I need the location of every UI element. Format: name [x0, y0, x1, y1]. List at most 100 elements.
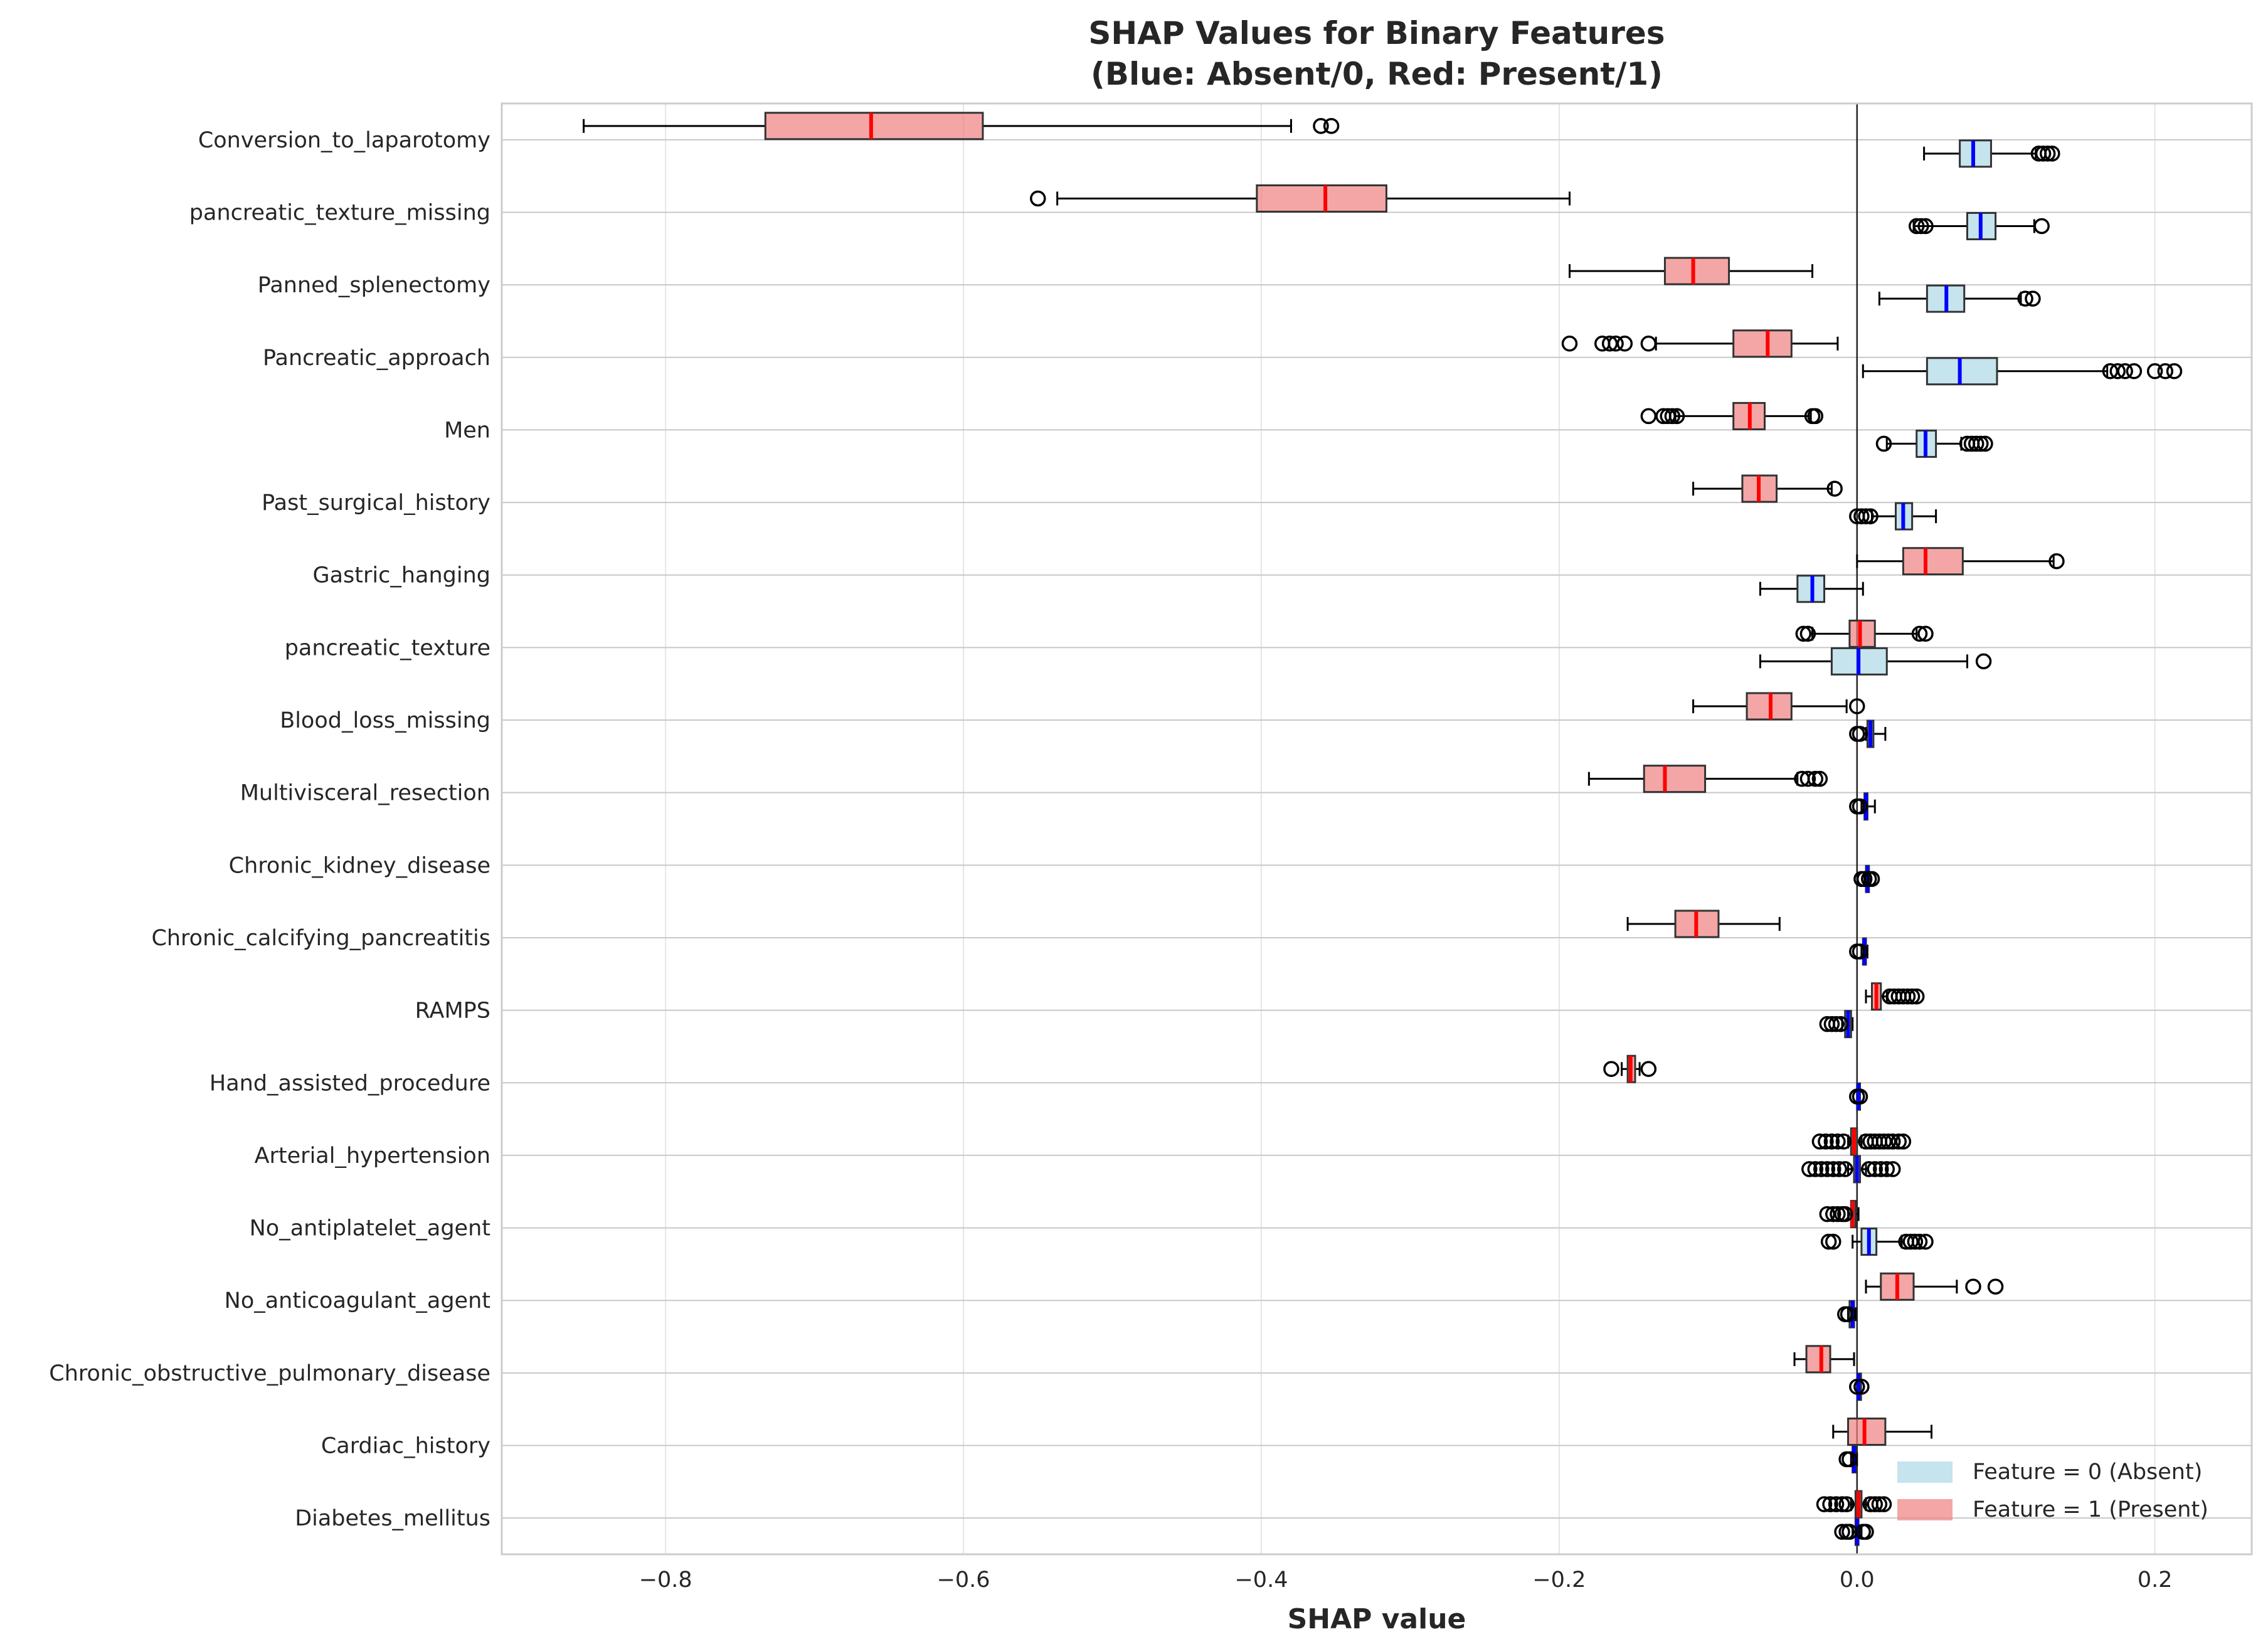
absent-box-group — [1923, 139, 2060, 168]
y-tick-label: Conversion_to_laparotomy — [198, 128, 490, 153]
absent-box-group — [1849, 719, 1887, 748]
absent-box-group — [1801, 1155, 1901, 1184]
absent-outlier-point — [1879, 1161, 1895, 1177]
absent-box-group — [1837, 1300, 1857, 1328]
y-tick-label: pancreatic_texture — [285, 635, 490, 660]
absent-outlier-point — [1885, 1161, 1901, 1177]
present-box-group — [1640, 401, 1824, 430]
absent-outlier-point — [1825, 1233, 1841, 1250]
absent-box-group — [1908, 211, 2050, 240]
absent-outlier-point — [2033, 218, 2050, 235]
present-outlier-point — [1640, 1061, 1657, 1078]
y-tick-label: RAMPS — [415, 999, 490, 1024]
present-box-group — [1816, 1490, 1892, 1519]
legend-swatch-present — [1897, 1499, 1953, 1520]
absent-outlier-point — [2017, 290, 2033, 307]
present-outlier-point — [1834, 1496, 1850, 1512]
absent-outlier-point — [1831, 1161, 1848, 1177]
present-outlier-point — [1561, 336, 1578, 352]
absent-outlier-point — [1977, 435, 1993, 452]
present-box-group — [1819, 1200, 1860, 1229]
present-outlier-point — [1908, 988, 1925, 1005]
absent-outlier-point — [1823, 1016, 1840, 1032]
absent-outlier-point — [2157, 363, 2174, 379]
present-iqr-box — [1663, 257, 1730, 285]
absent-outlier-point — [1820, 1233, 1837, 1250]
present-outlier-point — [1616, 336, 1633, 352]
present-outlier-point — [1816, 1496, 1833, 1512]
absent-outlier-point — [1837, 1161, 1853, 1177]
present-box-group — [1811, 1127, 1912, 1156]
present-iqr-box — [1256, 184, 1387, 213]
present-iqr-box — [1847, 1418, 1887, 1446]
present-outlier-point — [1871, 1496, 1888, 1512]
present-outlier-point — [1917, 625, 1934, 642]
y-tick-label: Diabetes_mellitus — [295, 1506, 490, 1531]
absent-outlier-point — [1873, 1161, 1889, 1177]
absent-outlier-point — [2044, 146, 2060, 162]
absent-outlier-point — [2166, 363, 2183, 379]
present-outlier-point — [1822, 1496, 1838, 1512]
present-box-group — [1692, 474, 1843, 503]
present-outlier-point — [1895, 1133, 1912, 1150]
absent-outlier-point — [1911, 1233, 1928, 1250]
legend: Feature = 0 (Absent) Feature = 1 (Present… — [1897, 1460, 2208, 1522]
present-box-group — [1030, 184, 1571, 213]
y-tick-label: Chronic_calcifying_pancreatitis — [151, 926, 490, 951]
present-box-group — [1795, 619, 1934, 648]
present-outlier-point — [1795, 625, 1812, 642]
x-tick-label: −0.2 — [1532, 1567, 1586, 1593]
absent-outlier-point — [1907, 1233, 1924, 1250]
x-tick-label: −0.4 — [1234, 1567, 1288, 1593]
present-outlier-point — [2048, 553, 2065, 570]
absent-outlier-point — [2126, 363, 2143, 379]
absent-box-group — [1849, 937, 1868, 966]
absent-outlier-point — [1867, 1161, 1884, 1177]
absent-outlier-point — [1852, 1088, 1868, 1105]
present-outlier-point — [1904, 988, 1921, 1005]
absent-outlier-point — [1807, 1161, 1824, 1177]
absent-box-group — [1759, 647, 1992, 676]
present-outlier-point — [1835, 1133, 1852, 1150]
x-tick-label: 0.2 — [2138, 1567, 2173, 1593]
present-outlier-point — [1825, 1206, 1841, 1222]
x-tick-label: 0.0 — [1840, 1567, 1875, 1593]
present-box-group — [1568, 257, 1814, 285]
absent-outlier-point — [1840, 1306, 1857, 1322]
present-outlier-point — [1875, 1496, 1892, 1512]
absent-outlier-point — [1858, 1524, 1874, 1540]
present-outlier-point — [1811, 1133, 1828, 1150]
y-tick-label: No_anticoagulant_agent — [225, 1288, 490, 1313]
present-box-group — [1561, 329, 1839, 358]
present-outlier-point — [1885, 1133, 1901, 1150]
absent-outlier-point — [2039, 146, 2056, 162]
absent-outlier-point — [1875, 435, 1892, 452]
present-box-group — [1832, 1418, 1932, 1446]
present-outlier-point — [1830, 1206, 1846, 1222]
chart-title-line-2: (Blue: Absent/0, Red: Present/1) — [1091, 56, 1663, 92]
present-outlier-point — [1030, 190, 1046, 207]
absent-outlier-point — [1853, 508, 1870, 524]
absent-outlier-point — [1852, 798, 1868, 815]
y-tick-label: Multivisceral_resection — [240, 781, 490, 806]
y-tick-label: Gastric_hanging — [312, 563, 490, 588]
legend-label-present: Feature = 1 (Present) — [1973, 1497, 2208, 1522]
x-tick-label: −0.8 — [639, 1567, 692, 1593]
absent-outlier-point — [1856, 871, 1873, 888]
present-outlier-point — [1823, 1133, 1840, 1150]
absent-outlier-point — [1852, 726, 1868, 742]
present-box-group — [1626, 910, 1781, 938]
absent-outlier-point — [2109, 363, 2126, 379]
absent-outlier-point — [1849, 1379, 1865, 1395]
present-outlier-point — [1668, 408, 1685, 425]
x-axis-label: SHAP value — [1288, 1603, 1466, 1635]
x-tick-label: −0.6 — [937, 1567, 990, 1593]
absent-outlier-point — [2146, 363, 2163, 379]
absent-box-group — [1862, 357, 2183, 386]
absent-outlier-point — [1828, 1016, 1845, 1032]
present-outlier-point — [1830, 1133, 1846, 1150]
absent-box-group — [1875, 429, 1993, 458]
present-iqr-box — [1902, 547, 1964, 576]
